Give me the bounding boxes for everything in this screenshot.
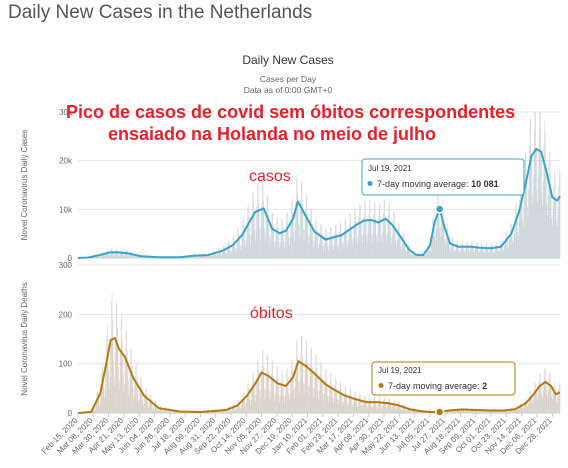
deaths-tooltip: Jul 19, 2021 7-day moving average: 2 [371,361,516,417]
chart-subtitle-date: Data as of 0:00 GMT+0 [244,85,333,95]
deaths-y-tick-label: 200 [59,310,73,319]
cases-tooltip-text: 7-day moving average: 10 081 [377,179,499,189]
deaths-y-axis-title: Novel Coronavirus Daily Deaths [20,282,29,395]
cases-tooltip-value: 10 081 [471,179,499,189]
cases-y-axis: 0 10k 20k 30k [59,108,73,263]
annotation-cases-label: casos [249,168,291,185]
page-title: Daily New Cases in the Netherlands [8,2,313,23]
deaths-y-tick-label: 0 [68,409,73,418]
cases-tooltip-box [361,158,525,196]
deaths-tooltip-box [371,361,516,396]
deaths-tooltip-label: 7-day moving average: [388,381,482,391]
deaths-y-tick-label: 300 [59,261,73,270]
deaths-gridlines [78,264,560,414]
cases-y-tick-label: 10k [59,205,73,214]
deaths-y-axis: 0 100 200 300 [59,261,73,418]
cases-y-axis-title: Novel Coronavirus Daily Cases [20,130,29,241]
deaths-y-tick-label: 100 [59,360,73,369]
chart-title: Daily New Cases [242,53,333,67]
cases-y-tick-label: 30k [59,108,73,117]
deaths-hover-marker [434,407,445,417]
cases-moving-average-line [77,148,561,259]
cases-panel: 0 10k 20k 30k Novel Coronavirus Daily Cases [20,108,561,263]
deaths-moving-average-line [77,337,561,414]
cases-tooltip: Jul 19, 2021 7-day moving average: 10 08… [361,158,525,214]
annotation-headline-line2: ensaiado na Holanda no meio de julho [108,124,436,144]
cases-area [78,149,560,258]
cases-tooltip-series-dot [367,181,373,186]
deaths-tooltip-value: 2 [482,381,487,391]
cases-y-tick-label: 0 [68,254,73,263]
cases-y-tick-label: 20k [59,157,73,166]
deaths-tooltip-series-dot [378,383,384,388]
annotation-deaths-label: óbitos [250,305,293,322]
deaths-tooltip-text: 7-day moving average: 2 [388,381,487,391]
cases-tooltip-date: Jul 19, 2021 [368,164,412,173]
cases-tooltip-label: 7-day moving average: [377,179,471,189]
deaths-area [78,338,560,413]
deaths-panel: 0 100 200 300 Novel Coronavirus Daily Death… [20,261,561,418]
cases-hover-marker [434,204,445,214]
annotation-headline-line1: Pico de casos de covid sem óbitos corres… [66,102,515,122]
chart-subtitle: Cases per Day [260,74,317,84]
deaths-tooltip-date: Jul 19, 2021 [378,366,422,375]
